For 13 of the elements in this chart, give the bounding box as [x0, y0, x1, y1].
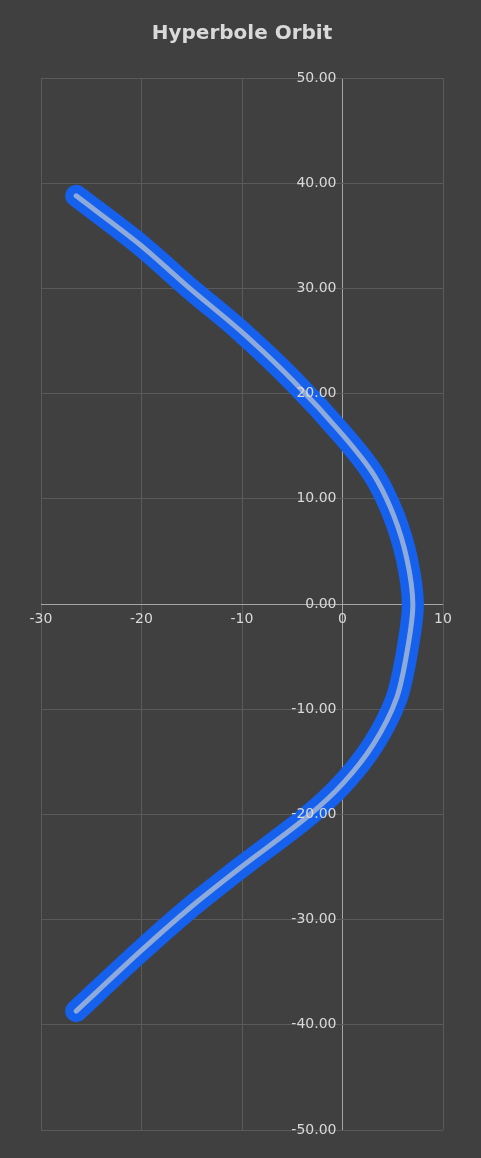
y-tick-label: 30.00 [296, 279, 337, 296]
chart-title: Hyperbole Orbit [151, 20, 333, 45]
x-tick-label: -20 [130, 609, 153, 626]
x-tick-label: -30 [29, 609, 53, 626]
y-tick-label: -10.00 [291, 699, 337, 716]
y-tick-label: -40.00 [291, 1015, 337, 1032]
y-tick-label: -30.00 [291, 910, 337, 927]
y-tick-label: 10.00 [296, 489, 337, 506]
y-tick-label: 50.00 [296, 68, 337, 85]
x-tick-label: 10 [434, 609, 452, 626]
y-tick-label: 40.00 [296, 173, 337, 190]
y-tick-label: -50.00 [291, 1120, 337, 1137]
x-tick-label: -10 [230, 609, 254, 626]
